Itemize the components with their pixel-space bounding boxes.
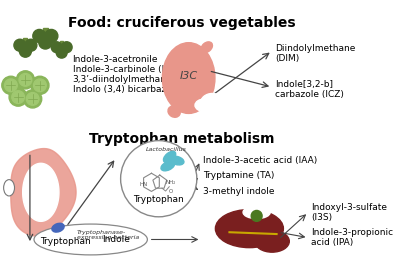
Polygon shape bbox=[23, 163, 59, 221]
Text: I3C: I3C bbox=[180, 71, 198, 81]
Circle shape bbox=[19, 73, 32, 86]
Text: Indolo (3,4) bicarbazole: Indolo (3,4) bicarbazole bbox=[72, 85, 180, 94]
Bar bbox=[60, 41, 64, 46]
Ellipse shape bbox=[201, 42, 212, 53]
Bar bbox=[23, 38, 27, 44]
Text: Tryptophan metabolism: Tryptophan metabolism bbox=[89, 132, 274, 147]
Circle shape bbox=[45, 29, 58, 42]
Text: O: O bbox=[169, 189, 173, 194]
Text: Indoxyl-3-sulfate
(I3S): Indoxyl-3-sulfate (I3S) bbox=[311, 202, 387, 222]
Text: Lactobacillus: Lactobacillus bbox=[146, 147, 186, 152]
Ellipse shape bbox=[34, 224, 147, 255]
Circle shape bbox=[34, 79, 46, 92]
Text: NH₂: NH₂ bbox=[166, 180, 176, 185]
Text: HN: HN bbox=[139, 182, 148, 187]
Text: Indole: Indole bbox=[102, 235, 130, 244]
Circle shape bbox=[26, 93, 39, 105]
Text: Food: cruciferous vegetables: Food: cruciferous vegetables bbox=[68, 16, 295, 30]
Text: Indole[3,2-b]
carbazole (ICZ): Indole[3,2-b] carbazole (ICZ) bbox=[275, 80, 344, 99]
Circle shape bbox=[14, 39, 26, 51]
Ellipse shape bbox=[168, 106, 180, 117]
Circle shape bbox=[39, 36, 52, 49]
Text: Tryptophanase-
expressing bacteria: Tryptophanase- expressing bacteria bbox=[77, 230, 139, 240]
Ellipse shape bbox=[161, 161, 174, 171]
Circle shape bbox=[33, 29, 46, 42]
Circle shape bbox=[20, 45, 31, 57]
Ellipse shape bbox=[162, 43, 215, 113]
Circle shape bbox=[61, 42, 72, 53]
Text: Tryptamine (TA): Tryptamine (TA) bbox=[203, 172, 274, 181]
Circle shape bbox=[25, 39, 37, 51]
Circle shape bbox=[31, 76, 49, 94]
Polygon shape bbox=[11, 149, 76, 236]
Text: 3-methyl indole: 3-methyl indole bbox=[203, 187, 275, 196]
Circle shape bbox=[121, 141, 197, 217]
Bar bbox=[43, 28, 48, 35]
Circle shape bbox=[4, 79, 17, 92]
Circle shape bbox=[9, 88, 27, 106]
Text: Indole-3-acetic acid (IAA): Indole-3-acetic acid (IAA) bbox=[203, 156, 317, 165]
Circle shape bbox=[24, 90, 42, 108]
Circle shape bbox=[251, 210, 262, 221]
Circle shape bbox=[56, 47, 67, 58]
Ellipse shape bbox=[164, 151, 176, 162]
Ellipse shape bbox=[200, 93, 224, 113]
Text: Indole-3-acetronile: Indole-3-acetronile bbox=[72, 55, 158, 64]
Ellipse shape bbox=[255, 230, 289, 252]
Ellipse shape bbox=[170, 156, 184, 165]
Text: Tryptophan: Tryptophan bbox=[40, 237, 91, 246]
Circle shape bbox=[16, 71, 34, 89]
Circle shape bbox=[51, 42, 62, 53]
Ellipse shape bbox=[4, 180, 14, 196]
Ellipse shape bbox=[52, 223, 64, 232]
Text: Indole-3-carbinole (I3C): Indole-3-carbinole (I3C) bbox=[72, 65, 179, 74]
Text: Indole-3-propionic
acid (IPA): Indole-3-propionic acid (IPA) bbox=[311, 228, 393, 247]
Text: Tryptophan: Tryptophan bbox=[133, 195, 184, 204]
Circle shape bbox=[2, 76, 20, 94]
Text: 3,3’-diindolylmethane: 3,3’-diindolylmethane bbox=[72, 75, 172, 84]
Ellipse shape bbox=[215, 210, 284, 248]
Ellipse shape bbox=[195, 99, 215, 112]
Circle shape bbox=[12, 91, 24, 104]
Ellipse shape bbox=[243, 206, 270, 219]
Text: Diindolylmethane
(DIM): Diindolylmethane (DIM) bbox=[275, 44, 355, 63]
